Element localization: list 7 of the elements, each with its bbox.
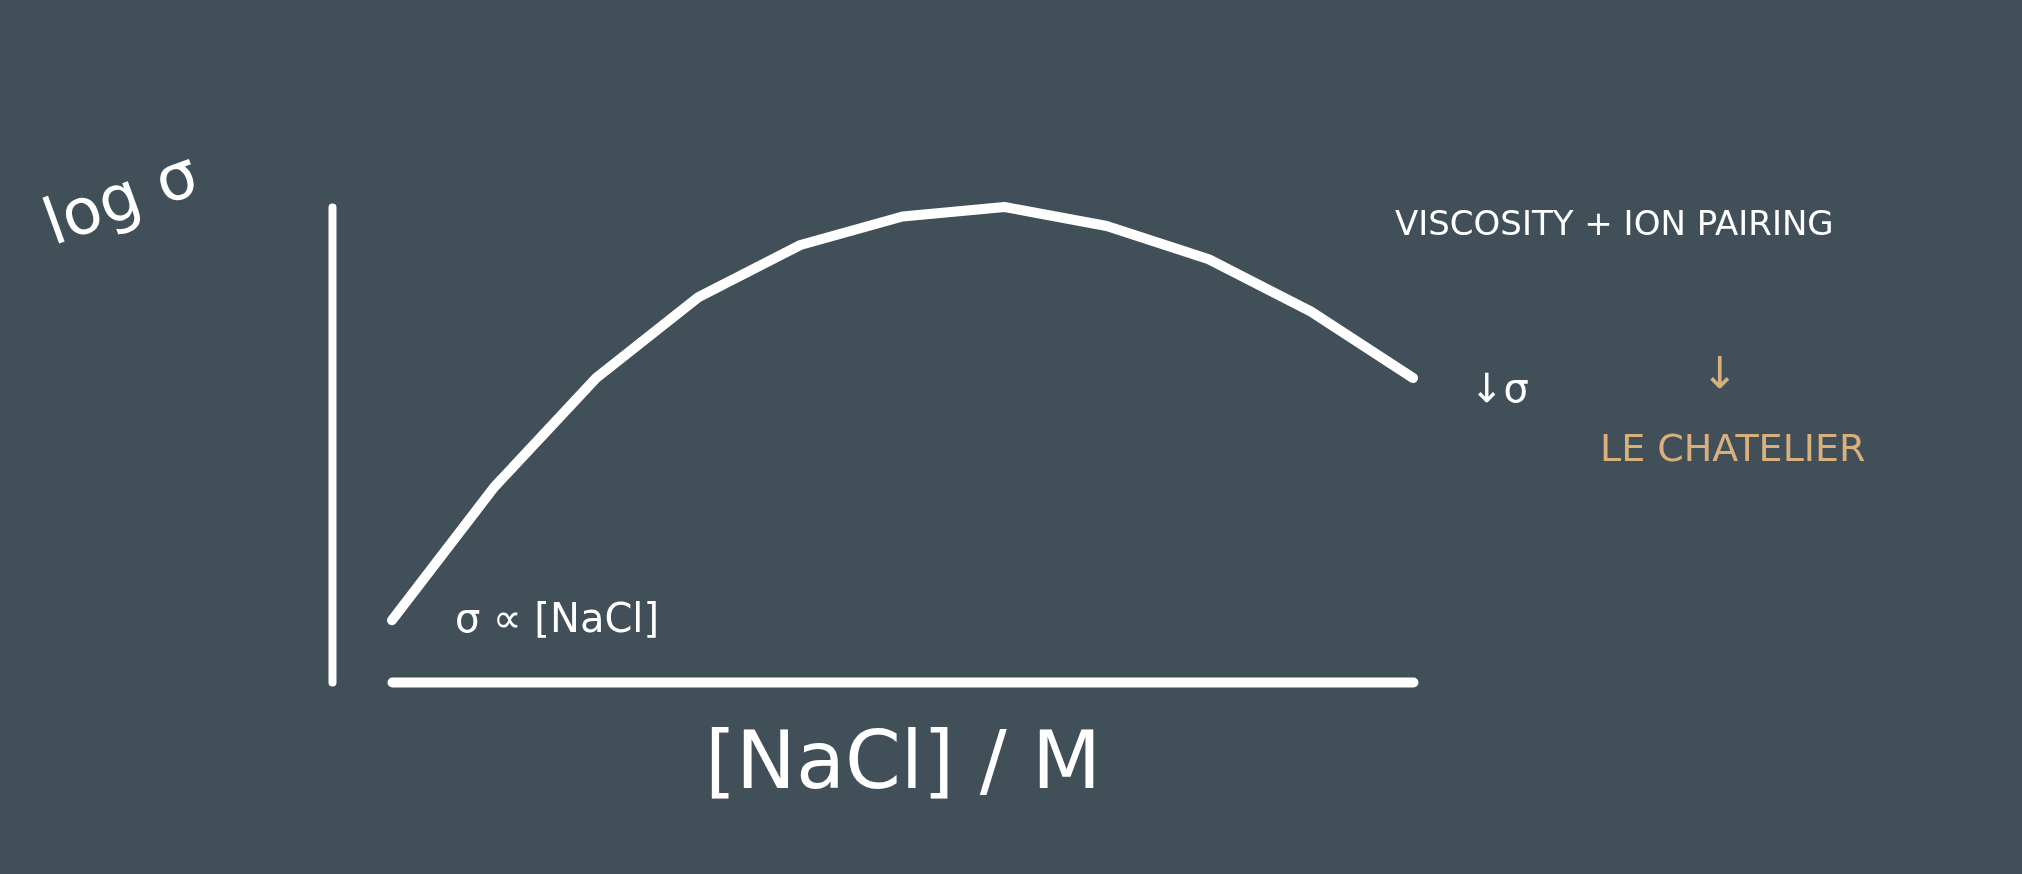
x-axis-title: [NaCl] / M	[704, 713, 1102, 807]
annotation: VISCOSITY + ION PAIRING	[1395, 203, 1834, 243]
text: ↓σ	[1470, 365, 1529, 411]
text: LE CHATELIER	[1600, 426, 1866, 470]
y-axis-title: log σ	[33, 135, 208, 260]
text: ↓	[1701, 347, 1739, 398]
annotation: σ ∝ [NaCl]	[455, 595, 660, 641]
